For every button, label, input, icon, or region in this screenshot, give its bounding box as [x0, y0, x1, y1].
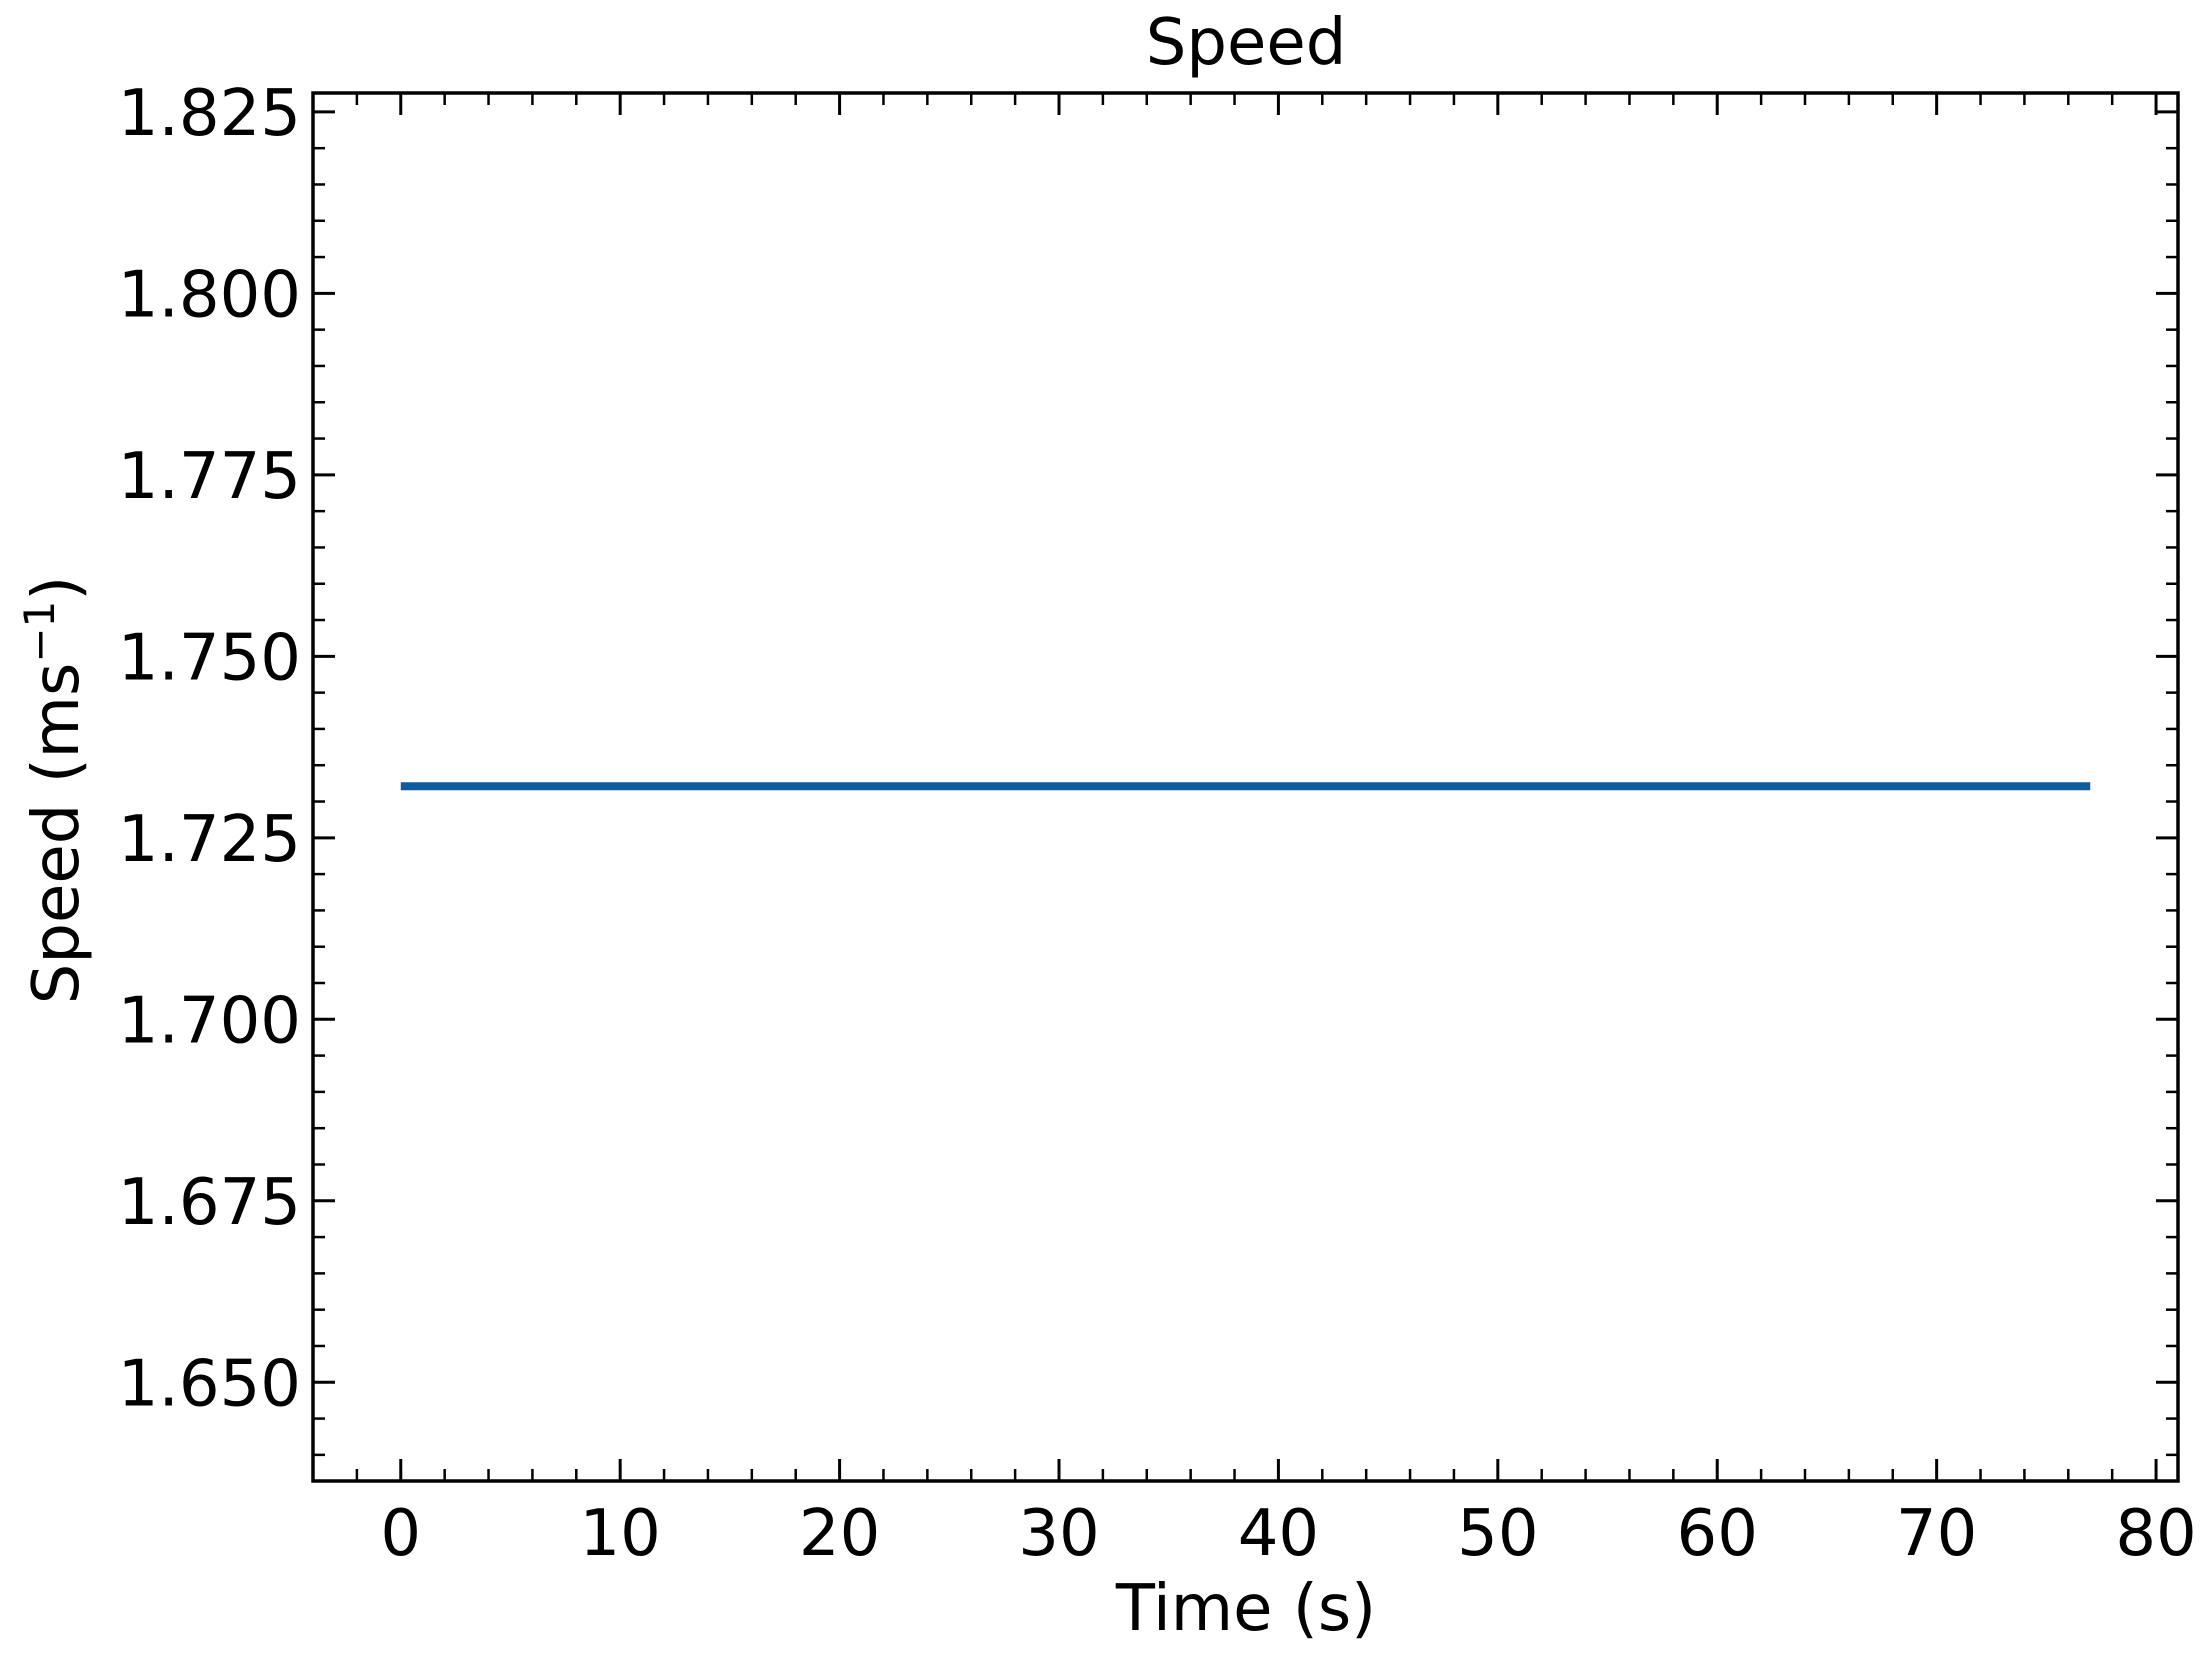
y-tick-label: 1.725 [118, 803, 301, 877]
x-tick-label: 10 [579, 1497, 660, 1571]
x-tick-label: 60 [1677, 1497, 1758, 1571]
major-ticks [313, 93, 2178, 1481]
y-axis-title-main: Speed (ms [20, 663, 94, 1005]
y-axis-title-suffix: ) [20, 576, 94, 601]
y-tick-label: 1.825 [118, 77, 301, 151]
y-tick-label: 1.800 [118, 258, 301, 332]
chart-title: Speed [1146, 6, 1347, 80]
x-tick-label: 20 [799, 1497, 880, 1571]
y-axis-title: Speed (ms−1) [15, 576, 94, 1005]
x-tick-label: 40 [1238, 1497, 1319, 1571]
y-tick-label: 1.750 [118, 621, 301, 695]
y-axis-title-superscript: −1 [15, 601, 64, 663]
y-tick-labels: 1.650 1.675 1.700 1.725 1.750 1.775 1.800 1.825 [118, 77, 301, 1421]
x-tick-label: 70 [1896, 1497, 1977, 1571]
x-axis-title: Time (s) [1115, 1572, 1376, 1646]
y-tick-label: 1.775 [118, 440, 301, 514]
plot-frame [311, 91, 2180, 1483]
x-tick-label: 0 [380, 1497, 421, 1571]
x-tick-label: 50 [1457, 1497, 1538, 1571]
y-tick-label: 1.650 [118, 1347, 301, 1421]
minor-ticks [311, 93, 2178, 1481]
x-tick-labels: 0 10 20 30 40 50 60 70 80 [380, 1497, 2196, 1571]
y-tick-label: 1.700 [118, 984, 301, 1058]
x-tick-label: 80 [2115, 1497, 2196, 1571]
y-tick-label: 1.675 [118, 1166, 301, 1240]
x-tick-label: 30 [1018, 1497, 1099, 1571]
